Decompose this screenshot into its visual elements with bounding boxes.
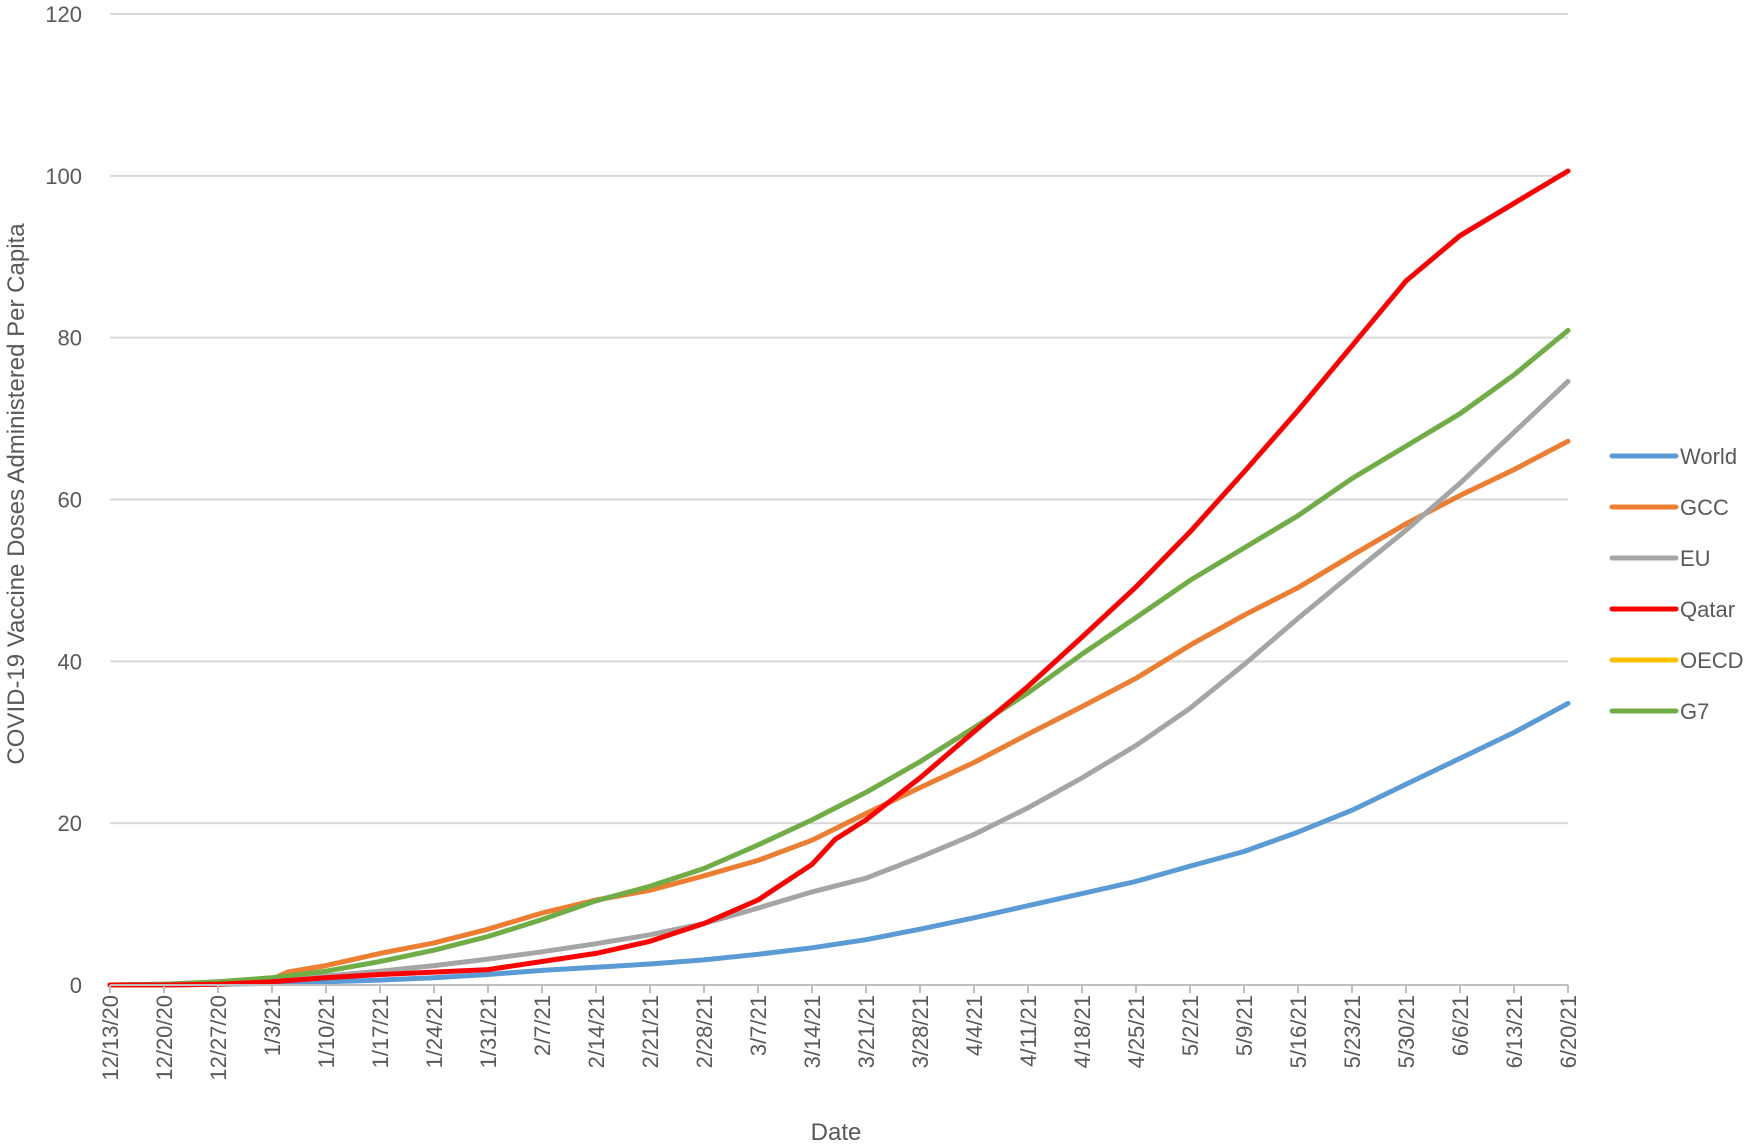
x-tick-label: 4/25/21: [1124, 995, 1149, 1068]
x-tick-label: 3/14/21: [800, 995, 825, 1068]
y-tick-label: 60: [58, 488, 82, 513]
x-tick-label: 2/28/21: [692, 995, 717, 1068]
x-tick-label: 5/23/21: [1340, 995, 1365, 1068]
x-tick-label: 2/7/21: [530, 995, 555, 1056]
x-tick-label: 2/14/21: [584, 995, 609, 1068]
x-tick-label: 3/28/21: [908, 995, 933, 1068]
x-tick-label: 5/16/21: [1286, 995, 1311, 1068]
y-axis-ticks: 0 20 40 60 80 100 120: [45, 2, 82, 998]
gridlines: [110, 13, 1568, 825]
x-tick-label: 5/9/21: [1232, 995, 1257, 1056]
series-line-g7: [107, 327, 1571, 988]
x-tick-label: 12/13/20: [98, 995, 123, 1081]
x-tick-label: 5/30/21: [1394, 995, 1419, 1068]
x-tick-label: 5/2/21: [1178, 995, 1203, 1056]
y-tick-label: 20: [58, 811, 82, 836]
x-tick-label: 1/31/21: [476, 995, 501, 1068]
x-tick-label: 4/11/21: [1016, 995, 1041, 1067]
x-tick-label: 2/21/21: [638, 995, 663, 1068]
x-tick-label: 1/24/21: [422, 995, 447, 1068]
legend-item-qatar: Qatar: [1609, 597, 1735, 622]
x-tick-label: 4/4/21: [962, 995, 987, 1056]
y-tick-label: 120: [45, 2, 82, 27]
legend-label: GCC: [1680, 495, 1729, 520]
x-axis-ticks: 12/13/20 12/20/20 12/27/20 1/3/21 1/10/21 1/1…: [98, 995, 1581, 1081]
x-tick-label: 1/10/21: [314, 995, 339, 1068]
x-tick-label: 12/20/20: [152, 995, 177, 1081]
y-tick-label: 100: [45, 164, 82, 189]
legend-item-g7: G7: [1609, 699, 1709, 724]
y-tick-label: 80: [58, 326, 82, 351]
legend-label: World: [1680, 444, 1737, 469]
axes: [109, 984, 1569, 993]
legend-item-gcc: GCC: [1609, 495, 1729, 520]
legend-label: Qatar: [1680, 597, 1735, 622]
legend-label: G7: [1680, 699, 1709, 724]
x-tick-label: 6/6/21: [1448, 995, 1473, 1056]
legend-label: OECD: [1680, 648, 1744, 673]
x-tick-label: 6/20/21: [1556, 995, 1581, 1068]
legend: World GCC EU Qatar OECD G7: [1609, 444, 1744, 724]
x-tick-label: 3/7/21: [746, 995, 771, 1056]
x-tick-label: 12/27/20: [206, 995, 231, 1081]
y-tick-label: 40: [58, 649, 82, 674]
series-line-eu: [107, 378, 1571, 988]
x-tick-label: 6/13/21: [1502, 995, 1527, 1068]
legend-item-eu: EU: [1609, 546, 1711, 571]
series-lines: [107, 168, 1571, 988]
y-axis-title: COVID-19 Vaccine Doses Administered Per …: [3, 223, 30, 765]
x-tick-label: 4/18/21: [1070, 995, 1095, 1068]
x-axis-title: Date: [811, 1119, 862, 1146]
x-tick-label: 1/17/21: [368, 995, 393, 1068]
y-tick-label: 0: [70, 973, 82, 998]
series-line-gcc: [107, 438, 1571, 988]
legend-label: EU: [1680, 546, 1711, 571]
legend-item-oecd: OECD: [1609, 648, 1744, 673]
series-line-world: [107, 700, 1571, 988]
x-tick-label: 3/21/21: [854, 995, 879, 1068]
legend-item-world: World: [1609, 444, 1737, 469]
series-line-qatar: [107, 168, 1571, 988]
x-tick-label: 1/3/21: [260, 995, 285, 1056]
